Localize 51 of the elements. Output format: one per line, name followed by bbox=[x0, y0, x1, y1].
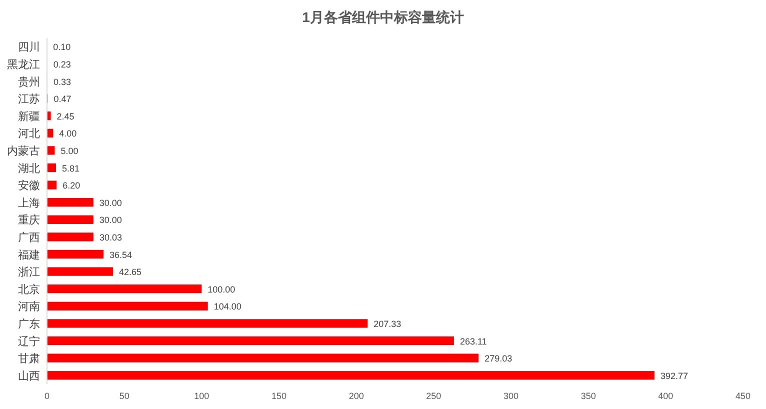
x-tick-label: 250 bbox=[426, 391, 442, 401]
data-label: 36.54 bbox=[110, 250, 132, 260]
y-tick-label: 福建 bbox=[18, 248, 40, 262]
y-tick-label: 湖北 bbox=[18, 162, 40, 175]
data-label: 263.11 bbox=[460, 336, 487, 346]
data-label: 207.33 bbox=[374, 318, 402, 329]
x-tick-label: 150 bbox=[271, 391, 287, 401]
x-tick-label: 300 bbox=[503, 391, 519, 401]
x-tick-label: 200 bbox=[348, 391, 364, 401]
data-label: 30.00 bbox=[99, 215, 122, 226]
data-label: 5.00 bbox=[60, 146, 78, 156]
y-tick-label: 上海 bbox=[18, 196, 40, 210]
x-tick-label: 400 bbox=[658, 391, 674, 401]
x-tick-label: 50 bbox=[119, 391, 130, 401]
y-tick-label: 广西 bbox=[18, 230, 40, 244]
data-label: 100.00 bbox=[208, 284, 236, 294]
y-tick-label: 浙江 bbox=[18, 266, 40, 279]
data-label: 0.10 bbox=[53, 42, 71, 52]
y-tick-label: 河南 bbox=[18, 300, 40, 314]
y-tick-label: 重庆 bbox=[18, 214, 40, 227]
data-label: 5.81 bbox=[62, 163, 80, 174]
chart-title: 1月各省组件中标容量统计 bbox=[302, 9, 464, 25]
y-tick-label: 河北 bbox=[18, 127, 40, 140]
data-label: 4.00 bbox=[59, 128, 77, 139]
data-label: 279.03 bbox=[484, 354, 512, 364]
y-tick-label: 山西 bbox=[18, 369, 40, 382]
data-label: 0.47 bbox=[54, 94, 72, 104]
data-label: 6.20 bbox=[62, 180, 80, 191]
data-label: 0.23 bbox=[53, 59, 71, 70]
y-tick-label: 安徽 bbox=[18, 179, 40, 192]
y-tick-label: 江苏 bbox=[18, 92, 40, 106]
y-tick-label: 贵州 bbox=[18, 75, 40, 88]
y-tick-label: 辽宁 bbox=[18, 334, 40, 348]
y-tick-label: 四川 bbox=[18, 40, 40, 54]
y-tick-label: 黑龙江 bbox=[7, 58, 40, 71]
data-label: 104.00 bbox=[214, 302, 242, 312]
data-label: 392.77 bbox=[660, 370, 688, 381]
data-label: 30.03 bbox=[99, 232, 122, 242]
y-tick-label: 广东 bbox=[18, 317, 40, 330]
data-label: 42.65 bbox=[118, 267, 142, 278]
y-tick-label: 内蒙古 bbox=[7, 144, 40, 158]
x-tick-label: 0 bbox=[44, 391, 50, 401]
y-tick-label: 新疆 bbox=[18, 110, 40, 123]
x-tick-label: 100 bbox=[194, 391, 210, 401]
data-label: 2.45 bbox=[56, 111, 74, 122]
x-tick-label: 450 bbox=[735, 391, 751, 401]
data-label: 0.33 bbox=[54, 76, 72, 87]
y-tick-label: 北京 bbox=[18, 282, 40, 296]
data-label: 30.00 bbox=[99, 198, 122, 208]
y-tick-label: 甘肃 bbox=[18, 352, 40, 366]
x-tick-label: 350 bbox=[580, 391, 596, 401]
